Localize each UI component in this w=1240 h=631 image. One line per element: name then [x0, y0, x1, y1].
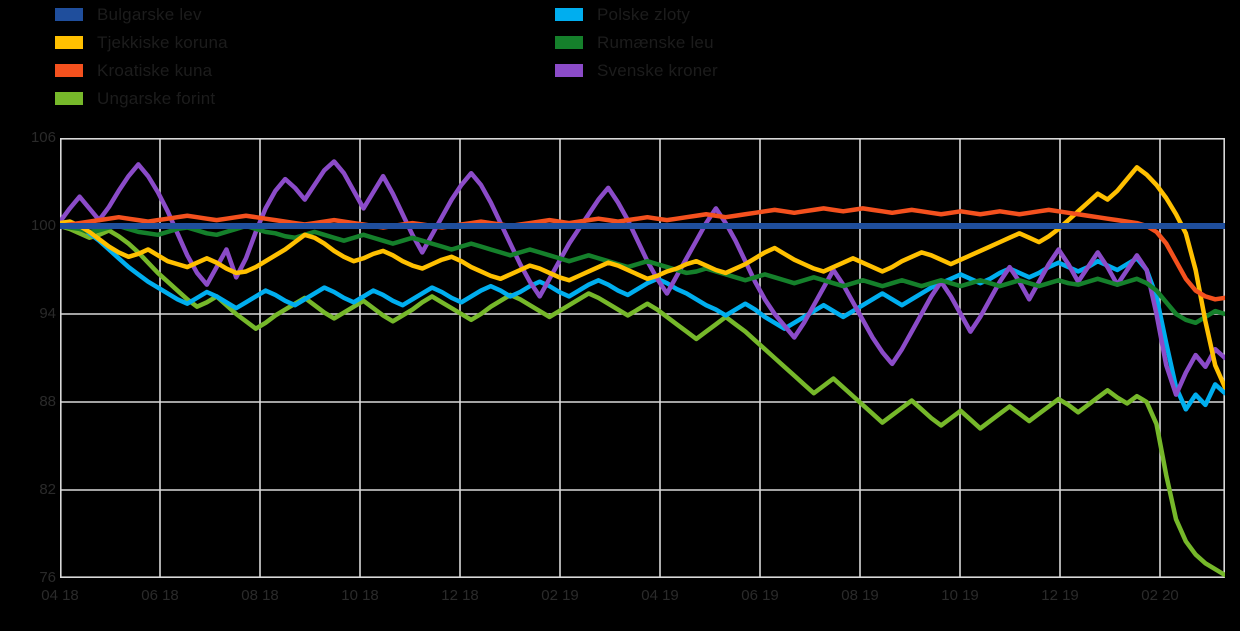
legend-item-kroatiske-kuna[interactable]: Kroatiske kuna — [55, 56, 228, 84]
x-tick-label: 10 19 — [941, 587, 979, 604]
plot-border — [60, 138, 1225, 578]
series-line — [60, 165, 1225, 390]
x-tick-label: 12 19 — [1041, 587, 1079, 604]
y-tick-label: 82 — [39, 481, 56, 498]
series-line — [60, 206, 1225, 302]
legend-item-bulgarske-lev[interactable]: Bulgarske lev — [55, 0, 228, 28]
y-tick-label: 88 — [39, 393, 56, 410]
legend-item-polske-zloty[interactable]: Polske zloty — [555, 0, 718, 28]
legend-item-tjekkiske-koruna[interactable]: Tjekkiske koruna — [55, 28, 228, 56]
y-axis: 106 100 94 88 82 76 — [0, 130, 56, 585]
x-tick-label: 08 19 — [841, 587, 879, 604]
legend-label: Rumænske leu — [597, 32, 714, 52]
legend-label: Ungarske forint — [97, 88, 216, 108]
legend-label: Bulgarske lev — [97, 4, 202, 24]
x-tick-label: 12 18 — [441, 587, 479, 604]
legend-label: Polske zloty — [597, 4, 691, 24]
x-tick-label: 06 18 — [141, 587, 179, 604]
legend-swatch-icon — [55, 91, 83, 105]
y-tick-label: 106 — [30, 129, 56, 146]
x-tick-label: 10 18 — [341, 587, 379, 604]
legend-swatch-icon — [55, 63, 83, 77]
series-line — [60, 219, 1225, 412]
plot-area — [60, 138, 1225, 578]
legend-swatch-icon — [555, 35, 583, 49]
series-line — [60, 159, 1225, 397]
y-tick-label: 100 — [30, 217, 56, 234]
series-line — [60, 223, 1225, 578]
x-tick-label: 02 19 — [541, 587, 579, 604]
x-tick-label: 04 19 — [641, 587, 679, 604]
legend-label: Svenske kroner — [597, 60, 718, 80]
chart-legend: Bulgarske lev Tjekkiske koruna Kroatiske… — [0, 0, 1240, 118]
legend-label: Kroatiske kuna — [97, 60, 213, 80]
legend-swatch-icon — [55, 35, 83, 49]
x-axis: 04 18 06 18 08 18 10 18 12 18 02 19 04 19 06 19… — [41, 580, 1225, 620]
legend-column-left: Bulgarske lev Tjekkiske koruna Kroatiske… — [55, 0, 228, 112]
legend-label: Tjekkiske koruna — [97, 32, 228, 52]
legend-column-right: Polske zloty Rumænske leu Svenske kroner — [555, 0, 718, 84]
x-tick-label: 08 18 — [241, 587, 279, 604]
y-tick-label: 76 — [39, 569, 56, 586]
chart-canvas — [60, 138, 1225, 578]
x-tick-label: 02 20 — [1141, 587, 1179, 604]
legend-swatch-icon — [555, 63, 583, 77]
legend-swatch-icon — [555, 7, 583, 21]
x-tick-label: 04 18 — [41, 587, 79, 604]
x-tick-label: 06 19 — [741, 587, 779, 604]
y-tick-label: 94 — [39, 305, 56, 322]
chart-plot-wrapper: 106 100 94 88 82 76 04 18 06 18 08 18 10 18 12 18… — [0, 118, 1240, 631]
legend-swatch-icon — [55, 7, 83, 21]
legend-item-rumaenske-leu[interactable]: Rumænske leu — [555, 28, 718, 56]
legend-item-svenske-kroner[interactable]: Svenske kroner — [555, 56, 718, 84]
legend-item-ungarske-forint[interactable]: Ungarske forint — [55, 84, 228, 112]
